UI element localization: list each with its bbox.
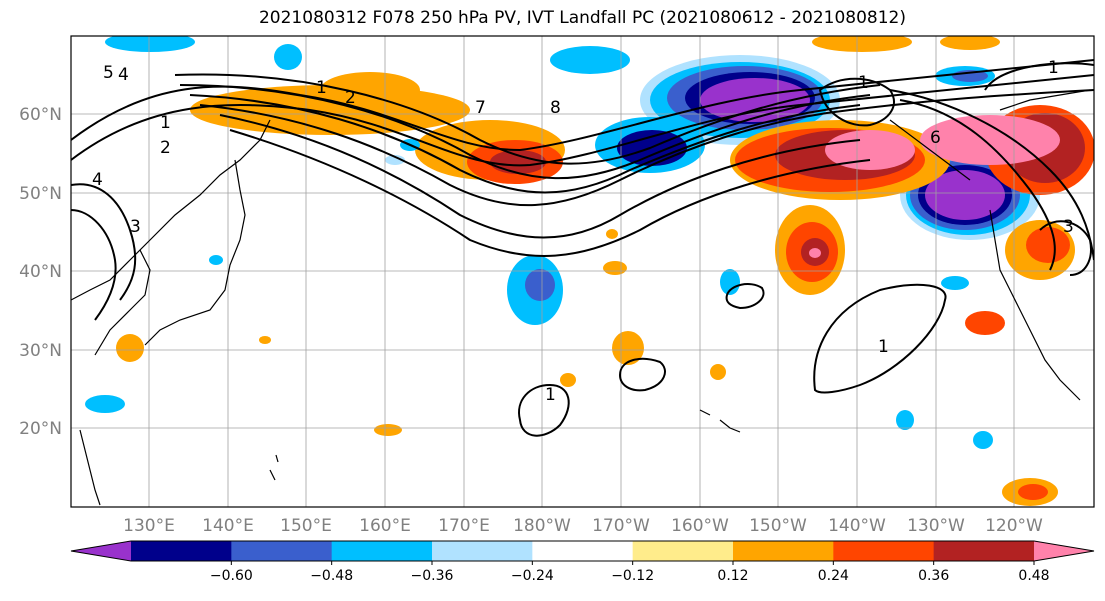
svg-text:8: 8 (550, 98, 561, 118)
colorbar-segment (231, 541, 333, 561)
svg-text:6: 6 (930, 128, 941, 148)
colorbar-extend-low (71, 541, 131, 561)
lon-label: 130°W (907, 516, 965, 536)
lon-label: 150°E (280, 516, 332, 536)
colorbar-tick-label: −0.60 (210, 568, 253, 584)
svg-text:1: 1 (1048, 58, 1059, 78)
pv-contours (71, 59, 1094, 437)
colorbar-outline (70, 540, 1095, 562)
map-frame (70, 35, 1095, 508)
colorbar-segment (632, 541, 734, 561)
longitude-labels: 130°E 140°E 150°E 160°E 170°E 180°W 170°… (123, 516, 1043, 536)
graticule (71, 36, 1094, 507)
lon-label: 170°E (438, 516, 490, 536)
colorbar-tick-label: −0.12 (611, 568, 654, 584)
lon-label: 180°W (513, 516, 571, 536)
svg-text:1: 1 (878, 337, 889, 357)
svg-text:4: 4 (92, 170, 103, 190)
lon-label: 170°W (592, 516, 650, 536)
svg-text:5: 5 (103, 63, 114, 83)
colorbar-tick-label: 0.12 (717, 568, 748, 584)
latitude-labels: 60°N 50°N 40°N 30°N 20°N (19, 105, 62, 439)
svg-text:1: 1 (858, 73, 869, 93)
colorbar-segment (532, 541, 634, 561)
svg-text:1: 1 (545, 385, 556, 405)
lon-label: 160°E (359, 516, 411, 536)
colorbar-tick-label: 0.36 (918, 568, 949, 584)
svg-text:4: 4 (118, 65, 129, 85)
lat-label: 30°N (19, 341, 62, 361)
colorbar-tick-label: −0.24 (511, 568, 554, 584)
colorbar: −0.60 −0.48 −0.36 −0.24 −0.12 0.12 0.24 0.36 0.4… (70, 540, 1095, 584)
map-title: 2021080312 F078 250 hPa PV, IVT Landfall… (258, 8, 906, 28)
svg-text:1: 1 (316, 78, 327, 98)
colorbar-tick-label: −0.36 (411, 568, 454, 584)
contour-labels: 1 2 4 3 6 7 8 1 2 1 1 1 1 3 4 5 (92, 58, 1074, 405)
svg-text:2: 2 (160, 138, 171, 158)
lat-label: 50°N (19, 184, 62, 204)
colorbar-extend-high (1034, 541, 1094, 561)
colorbar-segment (432, 541, 533, 561)
svg-text:3: 3 (1063, 217, 1074, 237)
lon-label: 150°W (749, 516, 807, 536)
colorbar-segment (733, 541, 834, 561)
lon-label: 120°W (985, 516, 1043, 536)
lon-label: 160°W (671, 516, 729, 536)
colorbar-tick-label: 0.24 (818, 568, 849, 584)
coastlines (71, 89, 1091, 506)
svg-text:2: 2 (345, 88, 356, 108)
colorbar-segment (833, 541, 935, 561)
colorbar-segment (331, 541, 433, 561)
svg-text:3: 3 (130, 217, 141, 237)
lon-label: 140°W (828, 516, 886, 536)
colorbar-segment (131, 541, 232, 561)
svg-text:7: 7 (475, 98, 486, 118)
colorbar-tick-label: 0.48 (1018, 568, 1049, 584)
lat-label: 60°N (19, 105, 62, 125)
lat-label: 20°N (19, 419, 62, 439)
colorbar-segment (933, 541, 1035, 561)
lon-label: 130°E (123, 516, 175, 536)
colorbar-tick-label: −0.48 (310, 568, 353, 584)
lon-label: 140°E (202, 516, 254, 536)
svg-text:1: 1 (160, 113, 171, 133)
lat-label: 40°N (19, 262, 62, 282)
